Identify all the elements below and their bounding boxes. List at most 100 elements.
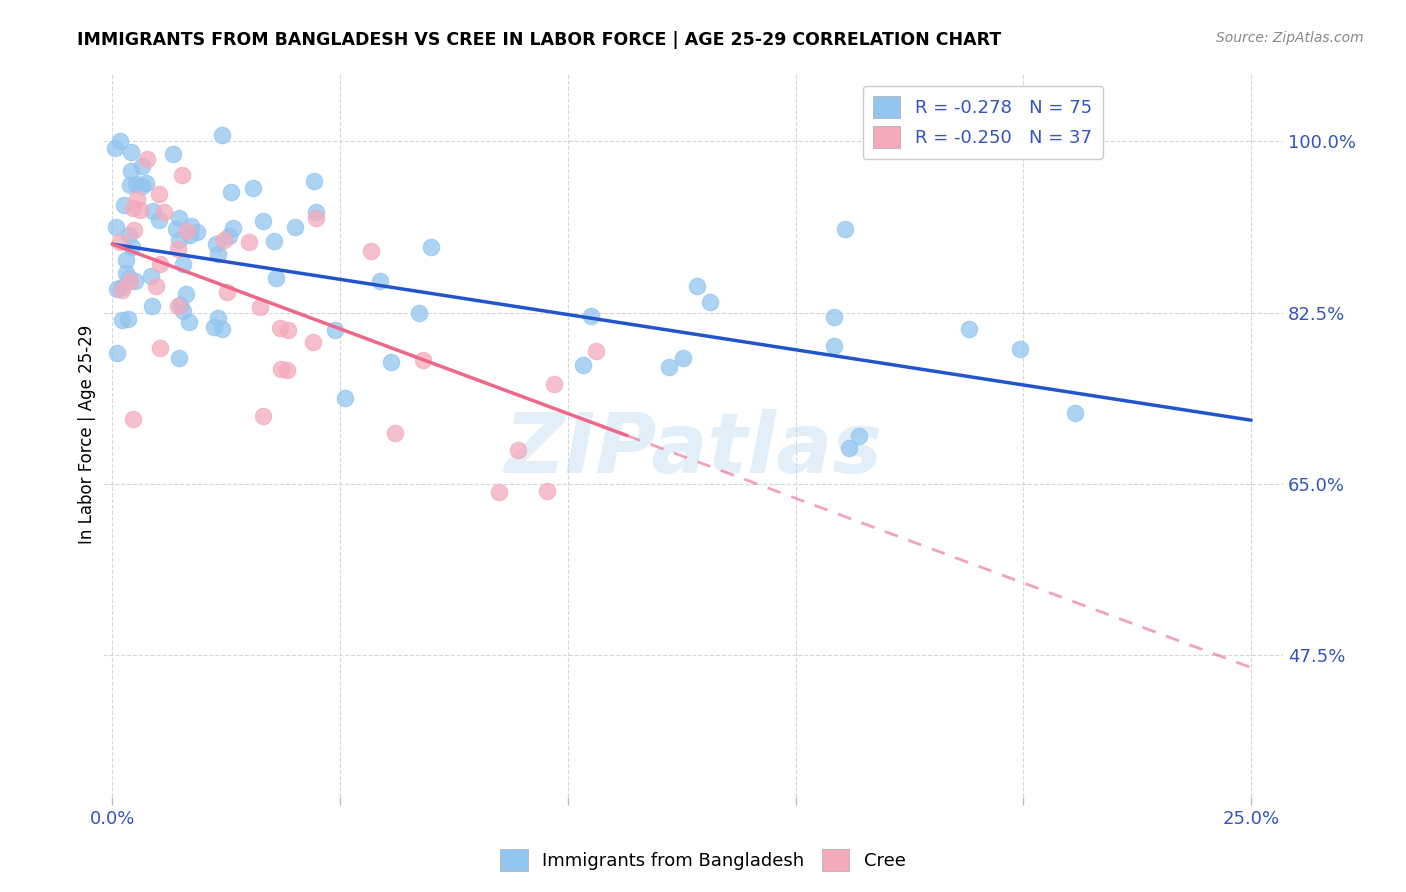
Point [277, 323, 299, 337]
Point [149, 342, 172, 356]
Point [508, 443, 530, 458]
Point [211, 321, 233, 335]
Point [162, 147, 184, 161]
Point [242, 181, 264, 195]
Point [172, 304, 194, 318]
Point [115, 253, 138, 268]
Point [179, 315, 201, 329]
Point [131, 178, 153, 193]
Point [252, 409, 274, 424]
Point [145, 279, 167, 293]
Point [167, 299, 190, 313]
Point [218, 228, 240, 243]
Point [120, 145, 142, 160]
Point [139, 269, 162, 284]
Point [284, 219, 307, 234]
Point [121, 201, 143, 215]
Point [572, 359, 595, 373]
Point [212, 233, 235, 247]
Point [585, 344, 607, 359]
Point [142, 204, 165, 219]
Point [118, 271, 141, 285]
Point [380, 355, 402, 369]
Point [135, 176, 157, 190]
Point [699, 295, 721, 310]
Point [111, 283, 134, 297]
Point [823, 339, 845, 353]
Point [111, 312, 134, 326]
Point [823, 310, 845, 324]
Point [848, 429, 870, 443]
Point [270, 362, 292, 376]
Point [127, 192, 149, 206]
Point [305, 211, 328, 225]
Point [276, 363, 298, 377]
Point [169, 297, 191, 311]
Point [169, 233, 191, 247]
Point [221, 186, 243, 200]
Point [488, 485, 510, 500]
Legend: Immigrants from Bangladesh, Cree: Immigrants from Bangladesh, Cree [494, 842, 912, 879]
Point [120, 164, 142, 178]
Point [222, 221, 245, 235]
Point [838, 441, 860, 455]
Point [141, 299, 163, 313]
Point [108, 235, 131, 249]
Point [120, 178, 142, 193]
Point [834, 221, 856, 235]
Text: IMMIGRANTS FROM BANGLADESH VS CREE IN LABOR FORCE | AGE 25-29 CORRELATION CHART: IMMIGRANTS FROM BANGLADESH VS CREE IN LA… [77, 31, 1001, 49]
Point [105, 220, 128, 235]
Point [128, 203, 150, 218]
Point [117, 311, 139, 326]
Point [335, 391, 357, 405]
Point [305, 205, 328, 219]
Point [536, 484, 558, 499]
Point [149, 257, 172, 271]
Point [252, 214, 274, 228]
Point [205, 237, 228, 252]
Point [957, 322, 980, 336]
Point [152, 205, 174, 219]
Point [104, 140, 127, 154]
Point [368, 274, 391, 288]
Point [1008, 342, 1031, 356]
Legend: R = -0.278   N = 75, R = -0.250   N = 37: R = -0.278 N = 75, R = -0.250 N = 37 [862, 86, 1102, 159]
Point [110, 134, 132, 148]
Point [408, 306, 430, 320]
Point [118, 274, 141, 288]
Point [1064, 406, 1087, 420]
Point [264, 271, 287, 285]
Y-axis label: In Labor Force | Age 25-29: In Labor Force | Age 25-29 [79, 326, 96, 544]
Point [170, 168, 193, 182]
Point [384, 426, 406, 441]
Point [115, 266, 138, 280]
Point [105, 346, 128, 360]
Point [263, 234, 285, 248]
Point [121, 240, 143, 254]
Point [420, 240, 443, 254]
Point [269, 321, 291, 335]
Point [217, 285, 239, 300]
Point [167, 211, 190, 226]
Point [323, 323, 346, 337]
Point [167, 242, 190, 256]
Point [122, 412, 145, 426]
Text: Source: ZipAtlas.com: Source: ZipAtlas.com [1216, 31, 1364, 45]
Point [543, 377, 565, 392]
Point [124, 274, 146, 288]
Point [112, 198, 135, 212]
Point [122, 223, 145, 237]
Point [180, 219, 202, 233]
Point [360, 244, 382, 259]
Point [148, 212, 170, 227]
Point [202, 319, 225, 334]
Point [207, 311, 229, 326]
Point [672, 351, 695, 365]
Point [105, 282, 128, 296]
Point [165, 222, 187, 236]
Point [135, 152, 157, 166]
Point [412, 353, 434, 368]
Point [125, 178, 148, 192]
Point [686, 279, 709, 293]
Point [658, 359, 681, 374]
